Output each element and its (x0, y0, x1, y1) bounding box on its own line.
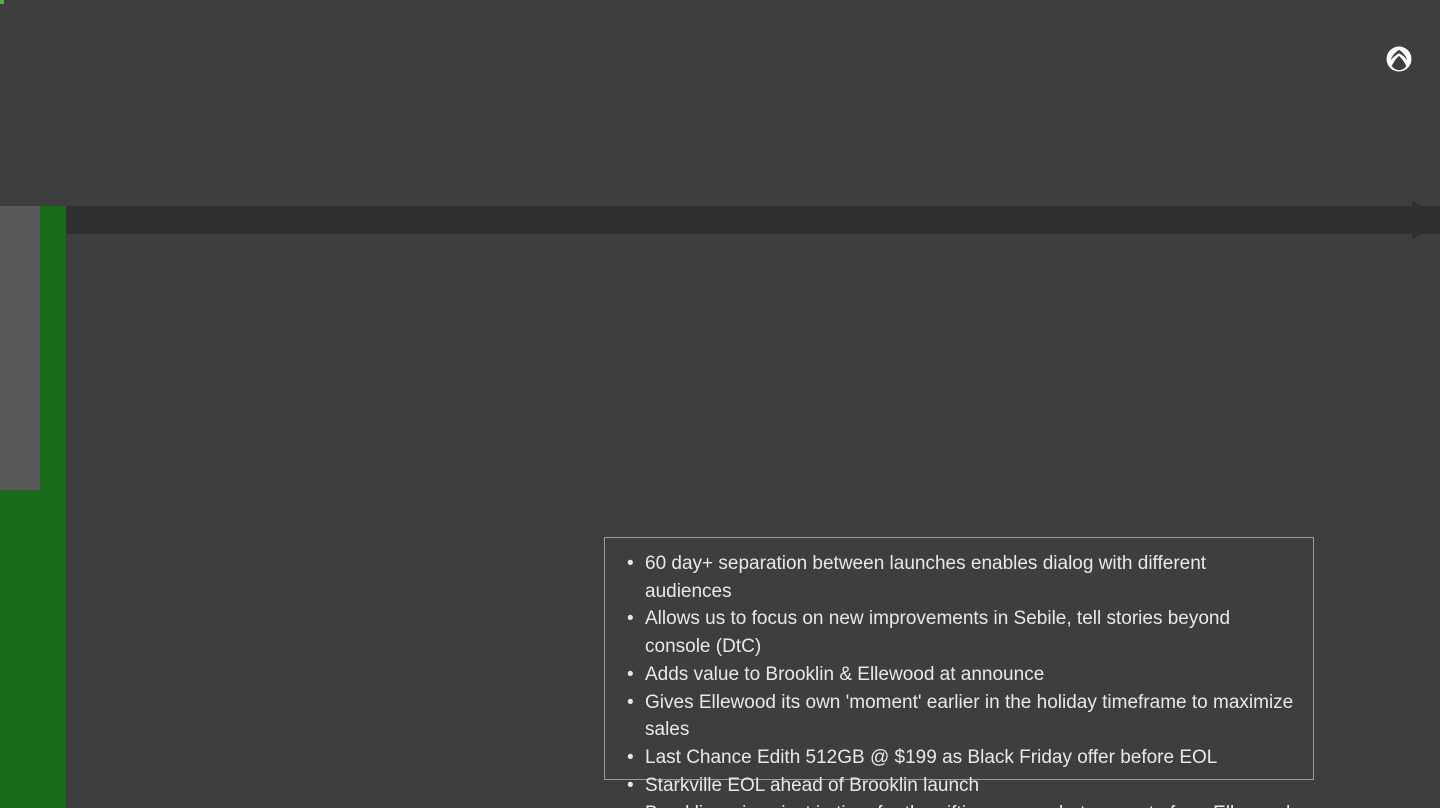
notes-list-item: Brooklin arrives just in time for the gi… (617, 800, 1295, 808)
notes-list-item: Allows us to focus on new improvements i… (617, 605, 1295, 660)
xbox-logo-icon (1386, 46, 1412, 72)
notes-list-item: 60 day+ separation between launches enab… (617, 550, 1295, 605)
notes-list-item: Adds value to Brooklin & Ellewood at ann… (617, 661, 1295, 689)
timeline-axis (0, 206, 1440, 234)
notes-list: 60 day+ separation between launches enab… (617, 550, 1295, 808)
notes-list-item: Starkville EOL ahead of Brooklin launch (617, 772, 1295, 800)
notes-box: 60 day+ separation between launches enab… (604, 537, 1314, 780)
launch-window-box (0, 0, 4, 4)
notes-list-item: Gives Ellewood its own 'moment' earlier … (617, 689, 1295, 744)
brooklin-bar (0, 206, 40, 490)
notes-list-item: Last Chance Edith 512GB @ $199 as Black … (617, 744, 1295, 772)
timeline-arrow-icon (1412, 200, 1440, 240)
